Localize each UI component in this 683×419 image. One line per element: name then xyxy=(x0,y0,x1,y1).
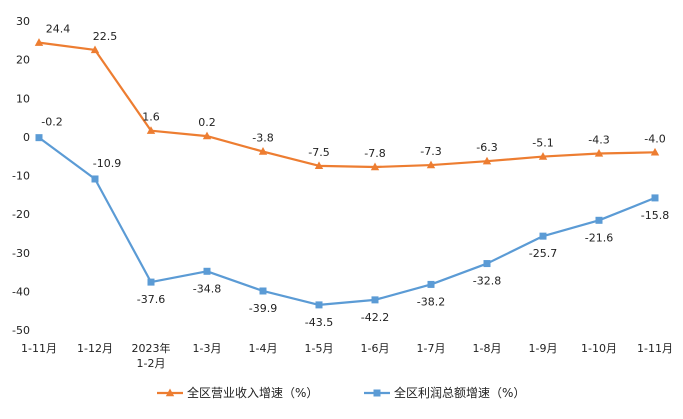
data-label: 0.2 xyxy=(198,116,216,129)
data-label: -32.8 xyxy=(473,275,501,288)
series-line-2 xyxy=(38,136,656,306)
data-point xyxy=(202,131,212,140)
data-label: -37.6 xyxy=(137,293,165,306)
data-label: 24.4 xyxy=(46,23,71,36)
data-label: -7.3 xyxy=(420,145,441,158)
y-tick-label: -20 xyxy=(12,208,30,221)
y-tick-label: -10 xyxy=(12,170,30,183)
data-point xyxy=(651,194,659,202)
data-point xyxy=(594,148,604,157)
data-label: -0.2 xyxy=(41,116,62,129)
x-tick-label: 1-9月 xyxy=(529,342,558,355)
x-tick-label: 1-11月 xyxy=(637,342,673,355)
data-point xyxy=(483,260,491,268)
data-label: -7.5 xyxy=(308,146,329,159)
data-label: -10.9 xyxy=(93,157,121,170)
data-point xyxy=(147,278,155,286)
data-label: -4.3 xyxy=(588,133,609,146)
y-tick-label: 10 xyxy=(16,92,30,105)
y-axis: -50 -40 -30 -20 -10 0 10 20 30 xyxy=(12,15,30,337)
y-tick-label: 20 xyxy=(16,54,30,67)
data-point xyxy=(482,156,492,165)
series-group: 24.4 22.5 1.6 0.2 -3.8 -7.5 -7.8 -7.3 -6.3 -5.1 -4… xyxy=(34,23,669,329)
y-tick-label: 30 xyxy=(16,15,30,28)
x-tick-label: 1-8月 xyxy=(473,342,502,355)
legend-marker xyxy=(373,389,381,397)
data-label: -39.9 xyxy=(249,302,277,315)
legend-label: 全区利润总额增速（%） xyxy=(394,385,525,400)
data-point xyxy=(259,287,267,295)
data-point xyxy=(90,45,100,54)
y-tick-label: -40 xyxy=(12,285,30,298)
x-tick-label: 1-12月 xyxy=(77,342,113,355)
legend: 全区营业收入增速（%） 全区利润总额增速（%） xyxy=(157,385,525,400)
data-label: -38.2 xyxy=(417,295,445,308)
data-label: -4.0 xyxy=(644,132,665,145)
data-point xyxy=(427,280,435,288)
data-point xyxy=(203,267,211,275)
data-label: -42.2 xyxy=(361,311,389,324)
data-label: -43.5 xyxy=(305,316,333,329)
data-point xyxy=(91,175,99,183)
data-point xyxy=(146,126,156,134)
x-tick-label: 1-5月 xyxy=(305,342,334,355)
data-point xyxy=(426,160,436,169)
data-point xyxy=(35,134,43,142)
x-tick-label: 1-10月 xyxy=(581,342,617,355)
data-label: -6.3 xyxy=(476,141,497,154)
x-tick-label: 1-11月 xyxy=(21,342,57,355)
data-point xyxy=(315,301,323,309)
x-tick-label: 1-7月 xyxy=(417,342,446,355)
data-point xyxy=(650,147,660,156)
x-tick-label: 2023年 1-2月 xyxy=(132,341,171,370)
data-label: -21.6 xyxy=(585,231,613,244)
x-tick-label: 1-3月 xyxy=(193,342,222,355)
data-point xyxy=(370,162,380,171)
y-tick-label: -30 xyxy=(12,247,30,260)
x-tick-label: 1-4月 xyxy=(249,342,278,355)
data-point xyxy=(34,38,44,46)
data-point xyxy=(258,147,268,155)
data-label: -3.8 xyxy=(252,132,273,145)
x-axis: 1-11月 1-12月 2023年 1-2月 1-3月 1-4月 1-5月 1-6月 1-7月 1… xyxy=(21,341,673,370)
y-tick-label: -50 xyxy=(12,324,30,337)
data-point xyxy=(595,216,603,224)
legend-marker xyxy=(165,388,175,397)
data-point xyxy=(539,232,547,240)
data-point xyxy=(371,296,379,304)
data-label: -7.8 xyxy=(364,147,385,160)
series-line-1 xyxy=(38,41,656,169)
data-label: 22.5 xyxy=(93,30,118,43)
data-label: 1.6 xyxy=(142,111,160,124)
data-label: -34.8 xyxy=(193,282,221,295)
data-point xyxy=(314,161,324,170)
data-label: -5.1 xyxy=(532,137,553,150)
data-point xyxy=(538,152,548,160)
data-label: -25.7 xyxy=(529,247,557,260)
data-label: -15.8 xyxy=(641,209,669,222)
x-tick-label: 1-6月 xyxy=(361,342,390,355)
y-tick-label: 0 xyxy=(23,131,30,144)
legend-label: 全区营业收入增速（%） xyxy=(187,385,318,400)
